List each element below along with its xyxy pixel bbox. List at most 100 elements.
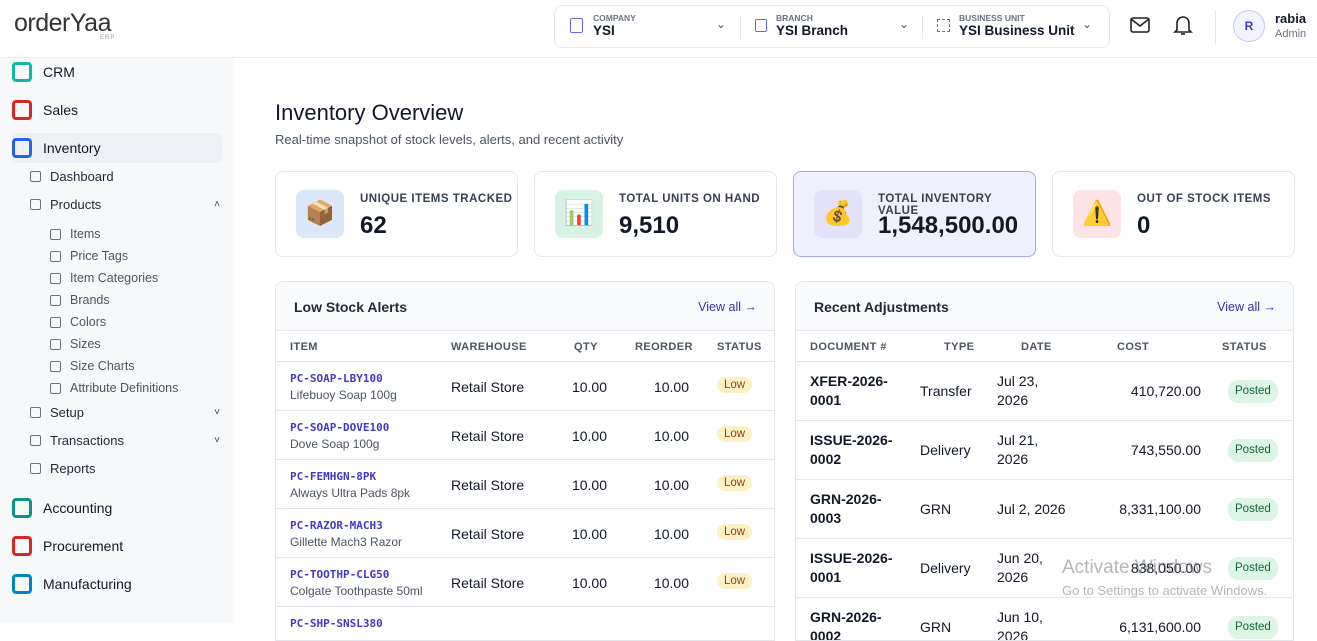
nav-label: Sales	[43, 102, 79, 118]
nav-item[interactable]: CRM	[12, 57, 222, 87]
status-badge: Low	[717, 377, 753, 393]
nav-item[interactable]: Inventory	[12, 133, 222, 163]
nav-item[interactable]: Procurement	[12, 531, 222, 561]
caret[interactable]: ⌄	[1082, 17, 1093, 31]
nav-item[interactable]: Accounting	[12, 493, 222, 523]
nav-item[interactable]: Brands	[50, 289, 222, 311]
qty: 10.00	[571, 526, 607, 542]
nav-label: Procurement	[43, 538, 124, 554]
item-name: Colgate Toothpaste 50ml	[290, 584, 423, 598]
document-number: GRN-2026-0003	[810, 491, 882, 526]
caret[interactable]: ⌄	[716, 17, 727, 31]
type: Transfer	[920, 382, 972, 399]
item-code: PC-SOAP-DOVE100	[290, 421, 390, 434]
nav-item[interactable]: Manufacturing	[12, 569, 222, 599]
warehouse: Retail Store	[451, 477, 525, 493]
nav-icon	[12, 536, 32, 556]
company-icon	[570, 18, 583, 33]
business-unit[interactable]: YSI Business Unit	[959, 23, 1075, 38]
avatar[interactable]: R	[1233, 10, 1265, 42]
nav-icon	[30, 170, 41, 182]
nav-item[interactable]: Products ˄	[30, 193, 222, 215]
reorder: 10.00	[653, 526, 689, 542]
reorder: 10.00	[653, 575, 689, 591]
bell-icon[interactable]	[1173, 14, 1193, 36]
panel-title: Low Stock Alerts	[294, 299, 408, 315]
nav-icon	[30, 406, 41, 418]
nav-icon	[12, 100, 32, 120]
nav-label: Dashboard	[50, 168, 114, 184]
mail-icon[interactable]	[1130, 17, 1150, 33]
user-role: Admin	[1275, 28, 1307, 40]
nav-label: Accounting	[43, 500, 113, 516]
nav-icon	[50, 338, 61, 350]
nav-item[interactable]: Price Tags	[50, 245, 222, 267]
nav-caret[interactable]: ˅	[214, 406, 220, 418]
nav-item[interactable]: Attribute Definitions	[50, 377, 222, 399]
low-stock-panel: Low Stock Alerts View all → ITEM WAREHOUSE Q…	[275, 281, 775, 641]
nav-label: Sizes	[70, 337, 101, 351]
nav-item[interactable]: Reports	[30, 457, 222, 479]
nav-item[interactable]: Transactions ˅	[30, 429, 222, 451]
label: BRANCH	[776, 13, 813, 23]
nav-label: Items	[70, 227, 101, 241]
nav-icon	[50, 316, 61, 328]
table-row: PC-SHP-SNSL380	[276, 607, 774, 640]
label: BUSINESS UNIT	[959, 13, 1025, 23]
warehouse: Retail Store	[451, 575, 525, 591]
nav-item[interactable]: Colors	[50, 311, 222, 333]
nav-label: Item Categories	[70, 271, 159, 285]
card-icon: 📊	[555, 190, 603, 238]
nav-icon	[12, 498, 32, 518]
card-icon: 📦	[296, 190, 344, 238]
nav-label: Brands	[70, 293, 110, 307]
divider	[740, 15, 741, 39]
caret[interactable]: ⌄	[899, 17, 910, 31]
nav-icon	[50, 272, 61, 284]
view-all-link[interactable]: View all →	[698, 300, 757, 314]
view-all-link[interactable]: View all →	[1217, 300, 1276, 314]
item-name: Gillette Mach3 Razor	[290, 535, 403, 549]
item-name: Dove Soap 100g	[290, 437, 380, 451]
column-header: DOCUMENT #	[810, 341, 887, 353]
column-header: TYPE	[944, 341, 975, 353]
card-icon: 💰	[814, 190, 862, 238]
type: Delivery	[920, 559, 971, 576]
nav-icon	[12, 574, 32, 594]
nav-caret[interactable]: ˄	[214, 198, 220, 210]
stat-card: 📊 TOTAL UNITS ON HAND 9,510	[534, 171, 777, 257]
nav-item[interactable]: Sizes	[50, 333, 222, 355]
logo[interactable]: orderYaa	[14, 9, 112, 37]
stat-card: ⚠️ OUT OF STOCK ITEMS 0	[1052, 171, 1295, 257]
qty: 10.00	[571, 379, 607, 395]
nav-item[interactable]: Items	[50, 223, 222, 245]
column-header: WAREHOUSE	[451, 341, 527, 353]
item-code: PC-FEMHGN-8PK	[290, 470, 377, 483]
status-badge: Low	[717, 573, 753, 589]
nav-label: Attribute Definitions	[70, 381, 179, 395]
reorder: 10.00	[653, 477, 689, 493]
card-value: 62	[360, 212, 387, 239]
company[interactable]: YSI	[593, 23, 615, 38]
nav-label: Transactions	[50, 432, 124, 448]
nav-item[interactable]: Setup ˅	[30, 401, 222, 423]
table-row: GRN-2026-0003 GRN Jul 2, 2026 8,331,100.00 P…	[796, 480, 1293, 539]
branch[interactable]: YSI Branch	[776, 23, 849, 38]
header: orderYaa ERP COMPANY YSI ⌄ BRANCH YSI Br…	[0, 0, 1317, 58]
status-badge: Low	[717, 475, 753, 491]
divider	[922, 15, 923, 39]
nav-caret[interactable]: ˅	[214, 434, 220, 446]
nav-label: Products	[50, 196, 102, 212]
nav-item[interactable]: Item Categories	[50, 267, 222, 289]
document-number: GRN-2026-0002	[810, 609, 882, 641]
table-row: PC-RAZOR-MACH3 Gillette Mach3 Razor Retail…	[276, 509, 774, 558]
status-badge: Posted	[1228, 497, 1278, 521]
page-subtitle: Real-time snapshot of stock levels, aler…	[275, 132, 624, 147]
table-header: ITEM WAREHOUSE QTY REORDER STATUS	[276, 331, 774, 362]
table-header: DOCUMENT # TYPE DATE COST STATUS	[796, 331, 1293, 362]
nav-item[interactable]: Size Charts	[50, 355, 222, 377]
nav-item[interactable]: Dashboard	[30, 165, 222, 187]
nav-label: Price Tags	[70, 249, 129, 263]
nav-item[interactable]: Sales	[12, 95, 222, 125]
